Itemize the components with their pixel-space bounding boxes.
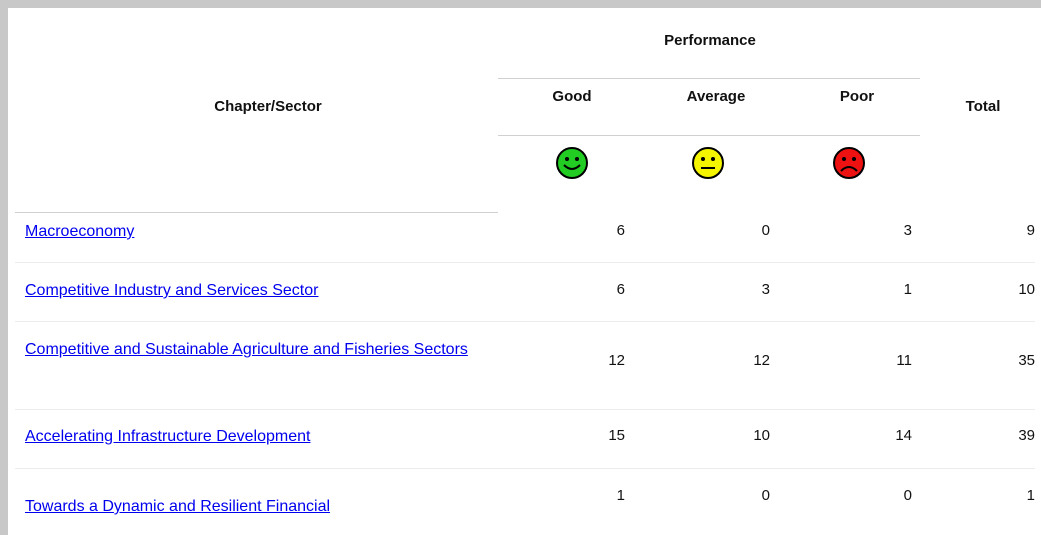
cell: 1 xyxy=(616,487,625,504)
row-link[interactable]: Towards a Dynamic and Resilient Financia… xyxy=(25,498,331,515)
cell: 1 xyxy=(1026,487,1035,504)
column-header: Good xyxy=(552,88,592,105)
row-link[interactable]: Competitive Industry and Services Sector xyxy=(25,282,319,299)
cell: 12 xyxy=(608,352,625,369)
cell: 3 xyxy=(903,222,912,239)
row-link[interactable]: Competitive and Sustainable Agriculture … xyxy=(25,341,468,358)
cell: 3 xyxy=(761,281,770,298)
cell: 0 xyxy=(761,487,770,504)
divider xyxy=(498,78,920,79)
divider xyxy=(498,135,920,136)
row-divider xyxy=(15,468,1035,469)
group-header: Performance xyxy=(664,32,756,49)
row-divider xyxy=(15,321,1035,322)
row-link[interactable]: Macroeconomy xyxy=(25,223,135,240)
cell: 0 xyxy=(903,487,912,504)
cell: 14 xyxy=(895,427,912,444)
good-icon xyxy=(556,147,588,179)
cell: 12 xyxy=(753,352,770,369)
border-left xyxy=(0,0,8,535)
cell: 1 xyxy=(903,281,912,298)
average-icon xyxy=(692,147,724,179)
column-header: Total xyxy=(965,98,1001,115)
column-header: Poor xyxy=(839,88,875,105)
cell: 9 xyxy=(1026,222,1035,239)
row-divider xyxy=(15,262,1035,263)
poor-icon xyxy=(833,147,865,179)
cell: 0 xyxy=(761,222,770,239)
row-divider xyxy=(15,409,1035,410)
cell: 6 xyxy=(616,222,625,239)
cell: 11 xyxy=(896,352,912,369)
cell: 6 xyxy=(616,281,625,298)
cell: 39 xyxy=(1018,427,1035,444)
column-header: Average xyxy=(686,88,746,105)
cell: 35 xyxy=(1018,352,1035,369)
cell: 10 xyxy=(753,427,770,444)
cell: 15 xyxy=(608,427,625,444)
cell: 10 xyxy=(1018,281,1035,298)
column-header: Chapter/Sector xyxy=(214,98,322,115)
row-link[interactable]: Accelerating Infrastructure Development xyxy=(25,428,311,445)
divider xyxy=(15,212,498,213)
border-top xyxy=(0,0,1041,8)
